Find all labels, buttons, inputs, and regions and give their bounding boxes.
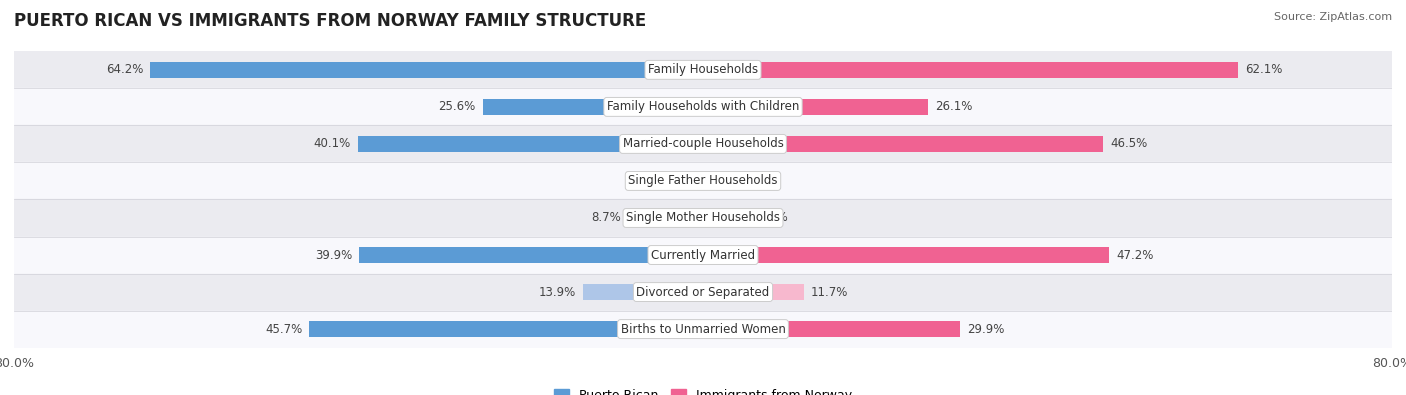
Bar <box>14 162 1392 199</box>
Text: 45.7%: 45.7% <box>266 323 302 336</box>
Text: Single Mother Households: Single Mother Households <box>626 211 780 224</box>
Bar <box>703 99 928 115</box>
Text: 25.6%: 25.6% <box>439 100 475 113</box>
Text: 26.1%: 26.1% <box>935 100 972 113</box>
Text: 64.2%: 64.2% <box>105 63 143 76</box>
Bar <box>703 62 1237 78</box>
Text: 39.9%: 39.9% <box>315 248 353 261</box>
Bar <box>14 126 1392 162</box>
Text: 2.0%: 2.0% <box>727 175 756 188</box>
Bar <box>14 51 1392 88</box>
Text: Single Father Households: Single Father Households <box>628 175 778 188</box>
Bar <box>14 199 1392 237</box>
Text: Births to Unmarried Women: Births to Unmarried Women <box>620 323 786 336</box>
Text: 11.7%: 11.7% <box>811 286 848 299</box>
Text: Family Households: Family Households <box>648 63 758 76</box>
Text: 47.2%: 47.2% <box>1116 248 1154 261</box>
Text: Divorced or Separated: Divorced or Separated <box>637 286 769 299</box>
Bar <box>482 99 703 115</box>
Bar <box>628 210 703 226</box>
Text: 62.1%: 62.1% <box>1244 63 1282 76</box>
Legend: Puerto Rican, Immigrants from Norway: Puerto Rican, Immigrants from Norway <box>548 384 858 395</box>
Bar <box>703 247 1109 263</box>
Text: PUERTO RICAN VS IMMIGRANTS FROM NORWAY FAMILY STRUCTURE: PUERTO RICAN VS IMMIGRANTS FROM NORWAY F… <box>14 12 647 30</box>
Bar <box>703 173 720 189</box>
Bar <box>14 237 1392 274</box>
Text: Married-couple Households: Married-couple Households <box>623 137 783 150</box>
Text: 2.6%: 2.6% <box>644 175 673 188</box>
Bar <box>703 284 804 300</box>
Bar <box>703 135 1104 152</box>
Text: Currently Married: Currently Married <box>651 248 755 261</box>
Bar <box>703 321 960 337</box>
Bar <box>357 135 703 152</box>
Bar <box>309 321 703 337</box>
Bar <box>150 62 703 78</box>
Text: Source: ZipAtlas.com: Source: ZipAtlas.com <box>1274 12 1392 22</box>
Bar <box>14 274 1392 310</box>
Bar <box>14 88 1392 126</box>
Text: 46.5%: 46.5% <box>1111 137 1147 150</box>
Text: 29.9%: 29.9% <box>967 323 1005 336</box>
Bar <box>703 210 751 226</box>
Text: 13.9%: 13.9% <box>538 286 576 299</box>
Bar <box>583 284 703 300</box>
Text: 5.6%: 5.6% <box>758 211 787 224</box>
Bar <box>360 247 703 263</box>
Text: 40.1%: 40.1% <box>314 137 350 150</box>
Text: Family Households with Children: Family Households with Children <box>607 100 799 113</box>
Text: 8.7%: 8.7% <box>592 211 621 224</box>
Bar <box>14 310 1392 348</box>
Bar <box>681 173 703 189</box>
